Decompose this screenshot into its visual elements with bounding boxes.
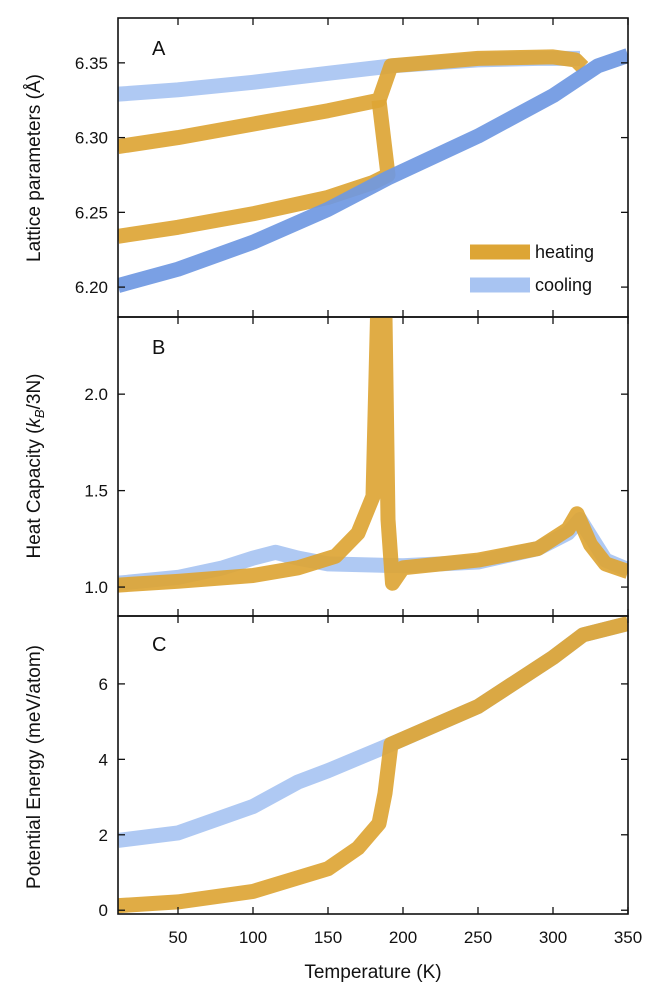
panel-c-ytick-label: 4 [99,750,108,769]
panel-c-ytick-label: 0 [99,901,108,920]
panel-c-ytick-label: 6 [99,675,108,694]
panel-c-series [118,616,628,914]
panel-c-label: C [152,634,166,656]
panel-a-ytick-label: 6.25 [75,203,108,222]
x-axis-title: Temperature (K) [304,962,441,983]
panel-c-frame [117,615,629,915]
panel-a-ytick-label: 6.30 [75,129,108,148]
panel-c: 0 2 4 6 C Potential Energy (meV/atom) [24,615,629,920]
panel-a-ylabel: Lattice parameters (Å) [24,74,45,262]
panel-b-ylabel: Heat Capacity (kB/3N) [24,373,47,558]
panel-b-heating-line-1 [118,317,628,593]
panel-a-ticks: 6.20 6.25 6.30 6.35 [75,18,629,317]
panel-b-label: B [152,337,165,359]
panel-c-ticks: 0 2 4 6 [99,616,629,920]
panel-c-heating-line-1 [118,616,628,914]
x-tick-label: 350 [614,928,642,947]
panel-a-ytick-label: 6.20 [75,278,108,297]
panel-a-cooling-line-3 [118,48,628,293]
panel-b-ticks: 1.0 1.5 2.0 [84,317,629,616]
x-tick-label: 100 [239,928,267,947]
x-tick-label: 200 [389,928,417,947]
panel-a-ytick-label: 6.35 [75,54,108,73]
panel-a: 6.20 6.25 6.30 6.35 A Lattice parameters (Å… [24,17,629,318]
legend-heating-label: heating [535,242,594,262]
x-tick-label: 150 [314,928,342,947]
panel-b-ytick-label: 2.0 [84,385,108,404]
x-tick-label: 300 [539,928,567,947]
x-tick-label: 250 [464,928,492,947]
panel-a-series [118,48,628,293]
x-tick-label: 50 [169,928,188,947]
legend-cooling-label: cooling [535,275,592,295]
panel-b-ytick-label: 1.5 [84,482,108,501]
legend: heating cooling [470,242,594,295]
panel-b-series [118,317,628,593]
panel-b-ytick-label: 1.0 [84,578,108,597]
panel-a-label: A [152,38,166,60]
panel-a-heating-line-1 [118,49,589,155]
panel-c-ytick-label: 2 [99,826,108,845]
panel-b: 1.0 1.5 2.0 B Heat Capacity (kB/3N) [24,316,629,617]
panel-c-ylabel: Potential Energy (meV/atom) [24,645,45,889]
